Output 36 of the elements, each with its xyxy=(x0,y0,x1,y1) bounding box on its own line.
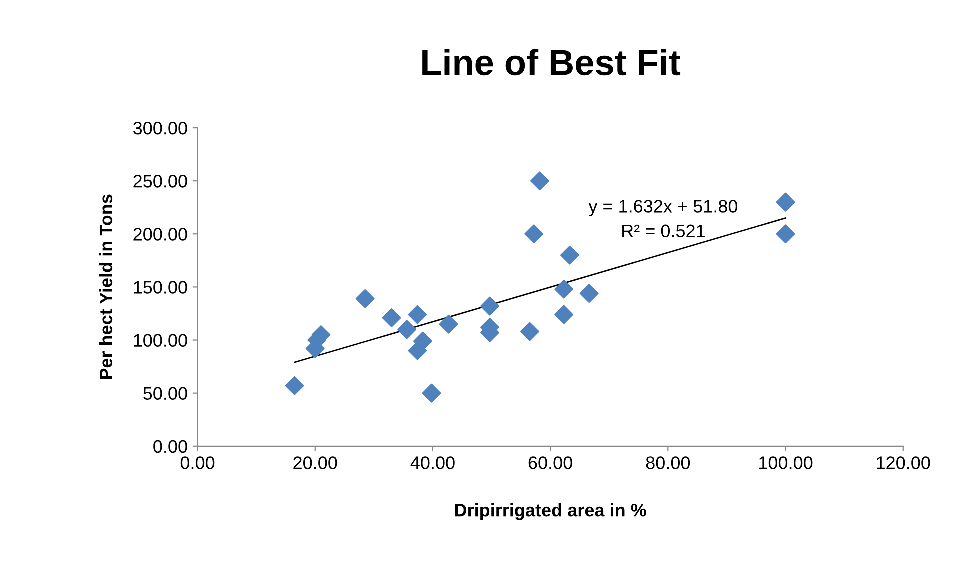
x-axis-title: Dripirrigated area in % xyxy=(455,504,646,520)
annotation: y = 1.632x + 51.80 R² = 0.521 xyxy=(588,200,738,238)
x-tick-label: 100.00 xyxy=(760,456,813,470)
point xyxy=(554,280,574,299)
point xyxy=(530,172,550,191)
point xyxy=(776,192,796,212)
point xyxy=(520,322,540,342)
y-tick-label: 300.00 xyxy=(134,122,188,135)
point xyxy=(408,305,428,324)
y-tick-label: 200.00 xyxy=(134,228,188,241)
point xyxy=(480,296,500,316)
point xyxy=(285,376,304,396)
x-tick-label: 120.00 xyxy=(877,456,930,470)
y-axis-title: Per hect Yield in Tons xyxy=(99,194,113,380)
x-tick-label: 60.00 xyxy=(528,456,572,470)
point xyxy=(560,246,580,265)
point xyxy=(776,224,796,244)
y-tick-label: 100.00 xyxy=(134,334,188,347)
y-tick-label: 150.00 xyxy=(134,281,188,294)
y-tick-label: 250.00 xyxy=(134,175,188,188)
y-tick-label: 0.00 xyxy=(154,440,188,454)
point xyxy=(398,320,417,340)
point xyxy=(422,384,442,403)
point xyxy=(413,332,432,351)
point xyxy=(382,308,402,328)
point xyxy=(356,289,375,308)
point xyxy=(554,305,574,324)
point xyxy=(524,224,544,244)
chart-title: Line of Best Fit xyxy=(422,49,681,76)
y-tick-label: 50.00 xyxy=(144,387,188,400)
x-tick-label: 40.00 xyxy=(410,456,455,470)
x-tick-label: 80.00 xyxy=(646,456,690,470)
x-tick-label: 20.00 xyxy=(294,456,338,470)
x-tick-label: 0.00 xyxy=(180,456,215,470)
point xyxy=(439,314,458,334)
point xyxy=(580,284,599,304)
